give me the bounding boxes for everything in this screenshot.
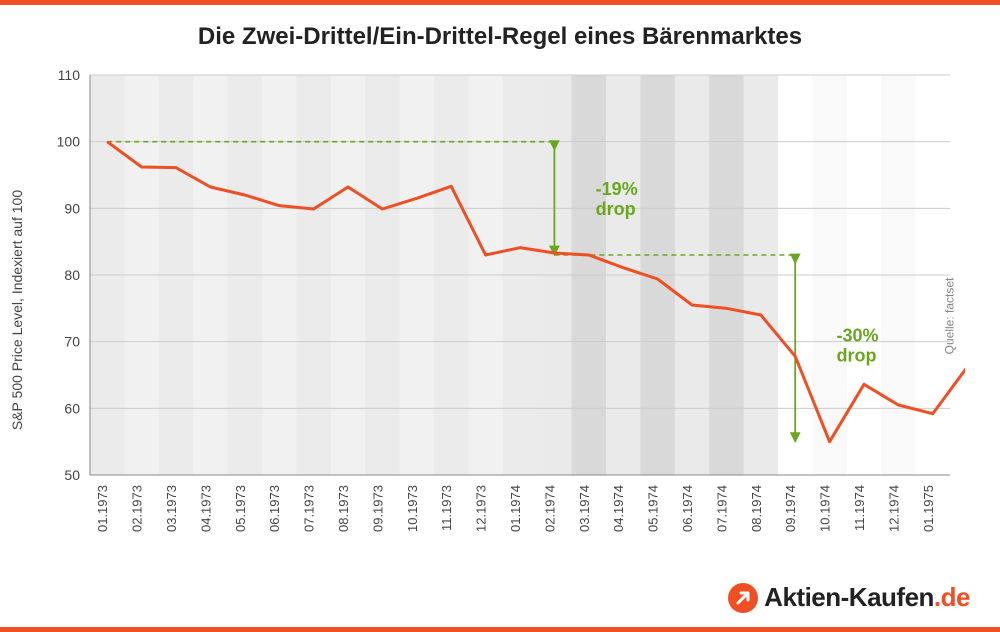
- svg-text:10.1973: 10.1973: [405, 485, 420, 532]
- svg-text:06.1974: 06.1974: [680, 485, 695, 532]
- y-axis-label: S&P 500 Price Level, Indexiert auf 100: [9, 190, 25, 430]
- svg-text:02.1973: 02.1973: [130, 485, 145, 532]
- svg-text:04.1973: 04.1973: [198, 485, 213, 532]
- svg-text:90: 90: [64, 200, 80, 216]
- svg-text:100: 100: [57, 134, 81, 150]
- svg-text:09.1974: 09.1974: [783, 485, 798, 532]
- svg-text:12.1974: 12.1974: [886, 485, 901, 532]
- svg-text:07.1974: 07.1974: [714, 485, 729, 532]
- svg-text:01.1975: 01.1975: [921, 485, 936, 532]
- svg-text:12.1973: 12.1973: [474, 485, 489, 532]
- svg-text:10.1974: 10.1974: [818, 485, 833, 532]
- logo-text-main: Aktien-Kaufen: [764, 582, 934, 612]
- chart-title: Die Zwei-Drittel/Ein-Drittel-Regel eines…: [0, 5, 1000, 59]
- svg-text:08.1973: 08.1973: [336, 485, 351, 532]
- svg-text:04.1974: 04.1974: [611, 485, 626, 532]
- logo-text: Aktien-Kaufen.de: [764, 582, 970, 613]
- logo-text-tld: .de: [934, 582, 970, 612]
- svg-text:01.1974: 01.1974: [508, 485, 523, 532]
- svg-text:03.1973: 03.1973: [164, 485, 179, 532]
- svg-text:09.1973: 09.1973: [370, 485, 385, 532]
- svg-text:drop: drop: [596, 199, 636, 219]
- svg-text:07.1973: 07.1973: [302, 485, 317, 532]
- svg-text:11.1974: 11.1974: [852, 485, 867, 531]
- svg-text:03.1974: 03.1974: [577, 485, 592, 532]
- svg-text:05.1974: 05.1974: [646, 485, 661, 532]
- svg-text:01.1973: 01.1973: [95, 485, 110, 532]
- svg-text:80: 80: [64, 267, 80, 283]
- chart-container: S&P 500 Price Level, Indexiert auf 100 5…: [35, 65, 965, 555]
- svg-text:05.1973: 05.1973: [233, 485, 248, 532]
- svg-text:-30%: -30%: [836, 326, 878, 346]
- svg-text:70: 70: [64, 334, 80, 350]
- svg-text:-19%: -19%: [596, 179, 638, 199]
- arrow-up-right-icon: [728, 583, 758, 613]
- svg-text:06.1973: 06.1973: [267, 485, 282, 532]
- svg-text:02.1974: 02.1974: [542, 485, 557, 532]
- source-attribution: Quelle: factset: [943, 278, 957, 355]
- svg-text:drop: drop: [836, 346, 876, 366]
- svg-text:110: 110: [58, 67, 81, 83]
- svg-text:11.1973: 11.1973: [439, 485, 454, 531]
- brand-logo: Aktien-Kaufen.de: [728, 582, 970, 613]
- svg-text:50: 50: [64, 467, 80, 483]
- svg-text:60: 60: [64, 400, 80, 416]
- svg-text:08.1974: 08.1974: [749, 485, 764, 532]
- line-chart: 50 60 70 80 90 100 110 01.1973 02.1973 03.1973 04.…: [35, 65, 965, 555]
